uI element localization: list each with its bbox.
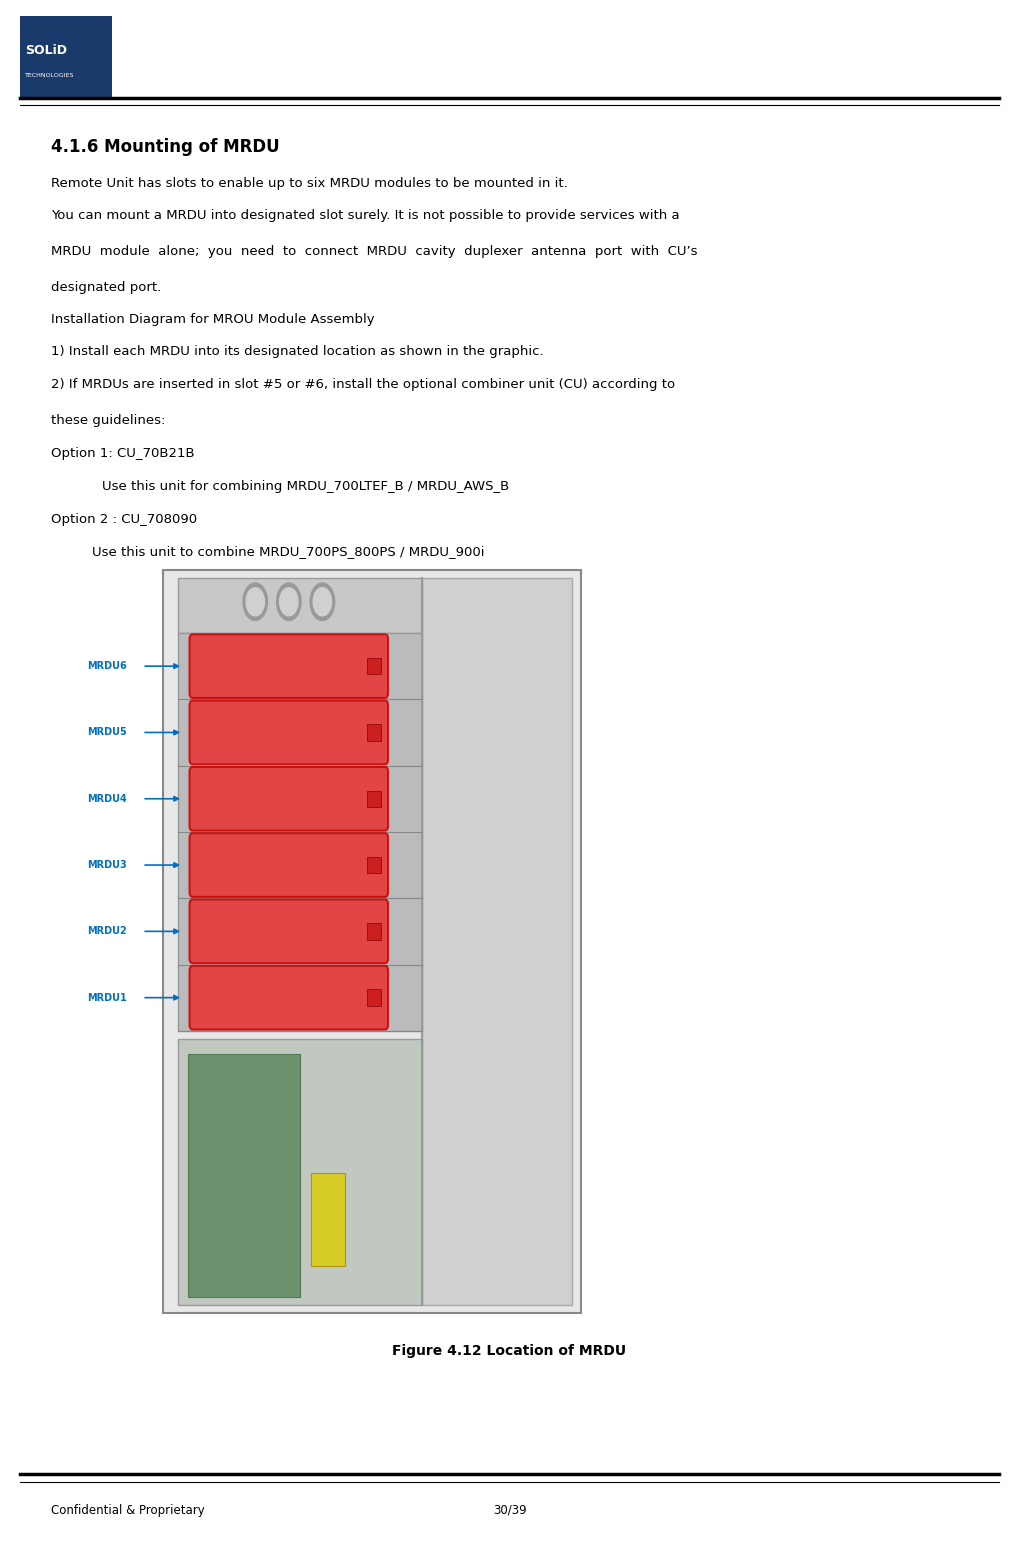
Text: 1) Install each MRDU into its designated location as shown in the graphic.: 1) Install each MRDU into its designated… — [51, 345, 543, 358]
FancyBboxPatch shape — [163, 570, 581, 1313]
Text: Confidential & Proprietary: Confidential & Proprietary — [51, 1504, 205, 1516]
Text: MRDU5: MRDU5 — [88, 727, 127, 738]
Text: Use this unit to combine MRDU_700PS_800PS / MRDU_900i: Use this unit to combine MRDU_700PS_800P… — [92, 545, 484, 558]
Text: TECHNOLOGIES: TECHNOLOGIES — [25, 72, 74, 78]
Text: Option 1: CU_70B21B: Option 1: CU_70B21B — [51, 447, 195, 460]
FancyBboxPatch shape — [190, 833, 388, 897]
Text: MRDU4: MRDU4 — [88, 794, 127, 803]
FancyBboxPatch shape — [367, 989, 381, 1007]
FancyBboxPatch shape — [367, 924, 381, 939]
FancyBboxPatch shape — [190, 635, 388, 699]
Circle shape — [243, 583, 267, 621]
Circle shape — [310, 583, 334, 621]
FancyBboxPatch shape — [190, 700, 388, 764]
Text: MRDU2: MRDU2 — [88, 927, 127, 936]
FancyBboxPatch shape — [367, 791, 381, 807]
FancyBboxPatch shape — [178, 633, 422, 1032]
Text: Remote Unit has slots to enable up to six MRDU modules to be mounted in it.: Remote Unit has slots to enable up to si… — [51, 177, 568, 189]
FancyBboxPatch shape — [190, 767, 388, 830]
Circle shape — [246, 588, 264, 616]
Text: Use this unit for combining MRDU_700LTEF_B / MRDU_AWS_B: Use this unit for combining MRDU_700LTEF… — [102, 480, 510, 492]
FancyBboxPatch shape — [189, 1053, 300, 1297]
FancyBboxPatch shape — [367, 857, 381, 874]
Text: these guidelines:: these guidelines: — [51, 414, 165, 427]
FancyBboxPatch shape — [311, 1172, 344, 1266]
FancyBboxPatch shape — [178, 1038, 422, 1305]
Text: designated port.: designated port. — [51, 281, 161, 294]
FancyBboxPatch shape — [367, 724, 381, 741]
Text: Figure 4.12 Location of MRDU: Figure 4.12 Location of MRDU — [392, 1344, 627, 1358]
FancyBboxPatch shape — [190, 899, 388, 963]
Text: You can mount a MRDU into designated slot surely. It is not possible to provide : You can mount a MRDU into designated slo… — [51, 209, 680, 222]
Text: 30/39: 30/39 — [493, 1504, 526, 1516]
Text: MRDU1: MRDU1 — [88, 993, 127, 1002]
Text: Option 2 : CU_708090: Option 2 : CU_708090 — [51, 513, 197, 525]
FancyBboxPatch shape — [20, 16, 112, 97]
Text: MRDU6: MRDU6 — [88, 661, 127, 671]
FancyBboxPatch shape — [422, 578, 573, 1305]
Circle shape — [276, 583, 301, 621]
Text: MRDU3: MRDU3 — [88, 860, 127, 871]
FancyBboxPatch shape — [178, 578, 422, 633]
Text: Installation Diagram for MROU Module Assembly: Installation Diagram for MROU Module Ass… — [51, 313, 375, 325]
FancyBboxPatch shape — [190, 966, 388, 1030]
Circle shape — [279, 588, 298, 616]
Circle shape — [313, 588, 331, 616]
Text: 2) If MRDUs are inserted in slot #5 or #6, install the optional combiner unit (C: 2) If MRDUs are inserted in slot #5 or #… — [51, 378, 675, 391]
Text: 4.1.6 Mounting of MRDU: 4.1.6 Mounting of MRDU — [51, 138, 279, 156]
Text: MRDU  module  alone;  you  need  to  connect  MRDU  cavity  duplexer  antenna  p: MRDU module alone; you need to connect M… — [51, 245, 697, 258]
Text: SOLiD: SOLiD — [25, 44, 67, 56]
FancyBboxPatch shape — [367, 658, 381, 674]
